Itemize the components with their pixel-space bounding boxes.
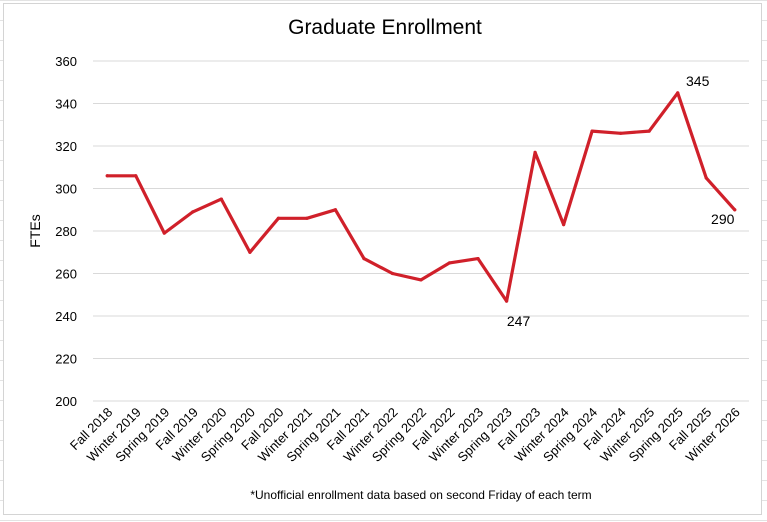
data-point [191,210,195,214]
series-line [105,91,737,303]
data-point [619,131,623,135]
data-point [704,176,708,180]
data-point [447,261,452,265]
data-point [676,91,680,95]
data-point [134,174,138,178]
y-tick-label: 320 [55,139,77,154]
y-tick-label: 280 [55,224,77,239]
y-axis-label: FTEs [27,214,43,247]
data-point [219,197,223,201]
y-tick-label: 300 [55,182,77,197]
footnote: *Unofficial enrollment data based on sec… [250,488,591,502]
data-point [162,231,166,235]
chart-title: Graduate Enrollment [288,16,482,39]
data-point [590,129,594,133]
data-point [333,208,338,212]
data-point [562,223,566,227]
data-point [504,299,509,303]
data-labels: 247 345 290 [507,73,735,329]
data-point [362,257,366,261]
data-point [647,129,651,133]
data-point [276,216,280,220]
data-point [105,174,109,178]
data-point [476,257,480,261]
y-tick-label: 340 [55,97,77,112]
data-label: 247 [507,313,531,329]
y-tick-label: 240 [55,309,77,324]
y-axis-ticks: 200 220 240 260 280 300 320 340 360 [55,54,77,409]
data-point [248,250,252,254]
data-point [305,216,309,220]
data-label: 345 [686,73,710,89]
y-tick-label: 360 [55,54,77,69]
data-point [733,208,737,212]
chart-area[interactable] [3,3,762,515]
y-tick-label: 260 [55,267,77,282]
y-tick-label: 220 [55,352,77,367]
data-point [533,150,537,154]
gridlines [93,60,749,402]
series-enrollment [105,91,737,303]
data-point [390,271,395,276]
data-point [419,278,423,282]
y-tick-label: 200 [55,394,77,409]
data-label: 290 [711,211,735,227]
